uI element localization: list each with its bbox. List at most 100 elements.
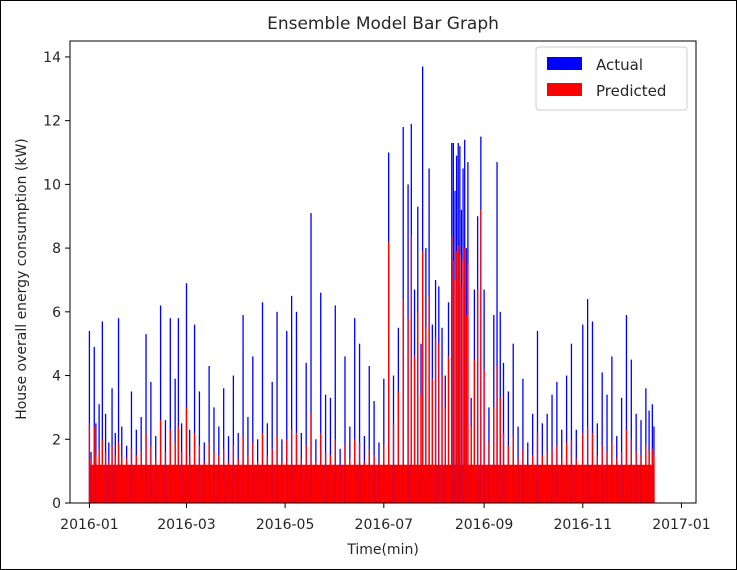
predicted-bar-112: [536, 432, 539, 503]
actual-bar-61: [358, 343, 361, 503]
actual-bar-16: [145, 334, 147, 503]
predicted-bar-91: [460, 286, 463, 503]
predicted-bar-3: [95, 455, 97, 503]
actual-bar-48: [295, 311, 298, 503]
predicted-bar-81: [438, 343, 440, 503]
actual-bar-107: [512, 343, 514, 503]
predicted-bar-116: [556, 445, 558, 503]
actual-bar-19: [159, 305, 162, 503]
predicted-bar-75: [420, 394, 422, 503]
predicted-baseline-fill: [89, 464, 654, 503]
actual-bar-58: [344, 356, 346, 503]
predicted-bar-49: [300, 458, 302, 503]
actual-bar-5: [101, 321, 103, 503]
predicted-bar-90: [459, 254, 461, 503]
predicted-bar-63: [368, 448, 370, 503]
predicted-bar-132: [635, 452, 637, 503]
predicted-bar-101: [488, 442, 490, 503]
predicted-bar-12: [125, 458, 128, 503]
predicted-bar-74: [417, 311, 419, 503]
predicted-bar-16: [145, 432, 147, 503]
actual-bar-27: [193, 324, 196, 503]
actual-bar-109: [522, 378, 524, 503]
actual-bar-30: [208, 365, 210, 503]
predicted-bar-76: [421, 251, 424, 503]
predicted-bar-10: [117, 442, 120, 503]
predicted-bar-79: [431, 378, 433, 503]
predicted-bar-86: [452, 260, 455, 503]
predicted-bar-82: [441, 375, 443, 503]
predicted-bar-32: [218, 455, 220, 503]
predicted-bar-18: [155, 458, 157, 503]
actual-bar-118: [565, 375, 568, 503]
x-tick-label-1: 2016-03: [157, 517, 216, 533]
actual-bar-129: [620, 397, 623, 503]
predicted-bar-60: [354, 439, 356, 503]
predicted-bar-29: [203, 461, 205, 503]
predicted-bar-95: [467, 264, 469, 503]
predicted-bar-7: [108, 461, 110, 503]
x-tick-label-4: 2016-09: [455, 517, 514, 533]
predicted-bar-100: [483, 369, 485, 503]
predicted-bar-43: [271, 448, 273, 503]
x-axis: 2016-01 2016-03 2016-05 2016-07 2016-09 2016-…: [60, 503, 711, 533]
actual-bar-0: [88, 330, 91, 503]
predicted-bar-106: [507, 445, 510, 503]
predicted-bar-6: [104, 452, 107, 503]
y-axis: 0 2 4 6 8 10 12 14: [43, 50, 70, 512]
y-tick-label-3: 6: [52, 305, 61, 321]
actual-bar-64: [373, 401, 375, 503]
predicted-bar-88: [455, 251, 458, 503]
actual-bar-51: [310, 213, 312, 503]
actual-bar-25: [185, 283, 188, 503]
predicted-bar-14: [135, 455, 137, 503]
predicted-bar-15: [140, 452, 142, 503]
y-tick-label-1: 2: [52, 432, 61, 448]
predicted-bar-110: [527, 464, 529, 503]
actual-bar-43: [271, 381, 273, 503]
predicted-bar-51: [310, 413, 312, 503]
actual-bar-119: [570, 343, 573, 503]
predicted-bar-108: [517, 458, 519, 503]
predicted-bar-124: [596, 455, 598, 503]
baseline-fill-layer: [89, 464, 654, 503]
predicted-bar-38: [247, 455, 249, 503]
predicted-bar-50: [305, 445, 307, 503]
actual-bar-103: [496, 162, 498, 503]
predicted-bar-111: [531, 455, 534, 503]
predicted-bar-89: [457, 244, 459, 504]
x-tick-label-2: 2016-05: [256, 517, 315, 533]
predicted-bar-8: [111, 445, 113, 503]
actual-bar-54: [324, 394, 327, 503]
y-tick-label-5: 10: [43, 177, 61, 193]
legend-label-actual: Actual: [596, 56, 643, 74]
actual-bar-44: [276, 311, 278, 503]
predicted-bar-2: [93, 426, 95, 503]
actual-bar-17: [150, 381, 152, 503]
predicted-bar-99: [480, 209, 482, 503]
predicted-bar-52: [315, 461, 317, 503]
predicted-bar-84: [447, 356, 450, 503]
actual-bar-23: [177, 318, 180, 503]
actual-bar-126: [606, 394, 608, 503]
y-tick-label-7: 14: [43, 50, 61, 66]
predicted-bar-98: [476, 289, 479, 503]
predicted-bar-77: [425, 327, 427, 503]
actual-bar-122: [586, 299, 589, 503]
actual-bar-112: [536, 330, 539, 503]
predicted-bar-102: [493, 407, 495, 503]
y-tick-label-4: 8: [52, 241, 61, 257]
actual-bar-46: [286, 330, 288, 503]
predicted-bar-128: [616, 458, 618, 503]
predicted-bar-109: [522, 448, 524, 503]
actual-bar-10: [117, 318, 120, 503]
predicted-bar-20: [164, 452, 167, 503]
predicted-bar-48: [295, 432, 298, 503]
predicted-bar-103: [496, 365, 498, 503]
predicted-bar-55: [329, 455, 332, 503]
predicted-bar-19: [159, 420, 162, 503]
predicted-bar-58: [344, 445, 346, 503]
actual-bar-66: [383, 378, 385, 503]
predicted-bar-22: [174, 442, 176, 503]
